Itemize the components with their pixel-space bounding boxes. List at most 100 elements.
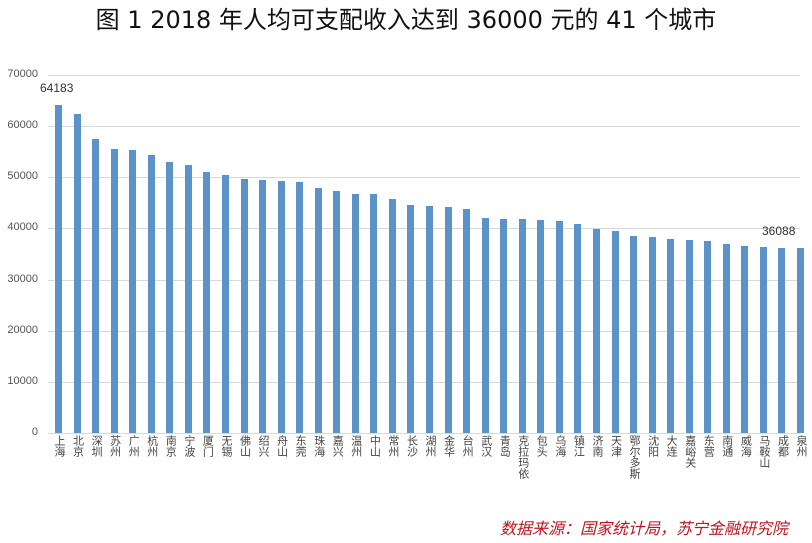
y-axis-tick-label: 30000 <box>7 272 38 285</box>
x-axis-category-label: 东营 <box>702 435 716 457</box>
bar-chart: 0 10000 20000 30000 40000 50000 60000 70000 上海 北京… <box>0 60 812 520</box>
y-axis-tick-label: 20000 <box>7 323 38 336</box>
bar <box>797 248 804 433</box>
y-axis-tick-label: 60000 <box>7 119 38 132</box>
x-axis-category-label: 嘉峪关 <box>683 435 697 468</box>
gridline <box>48 381 800 383</box>
bar <box>704 240 712 433</box>
gridline <box>48 228 800 230</box>
bar <box>296 182 304 433</box>
data-label: 36088 <box>762 224 796 239</box>
x-axis-category-label: 上海 <box>53 435 66 457</box>
bar <box>481 217 489 433</box>
y-axis-tick-label: 10000 <box>7 374 38 387</box>
gridline <box>48 177 800 179</box>
bar <box>685 239 693 433</box>
x-axis-category-label: 武汉 <box>479 435 493 457</box>
bar <box>314 187 322 433</box>
x-axis-category-label: 绍兴 <box>257 435 271 457</box>
x-axis-category-label: 镇江 <box>572 435 586 457</box>
x-axis-category-label: 金华 <box>442 435 456 457</box>
bar <box>426 205 433 433</box>
gridline <box>48 433 800 434</box>
chart-title: 图 1 2018 年人均可支配收入达到 36000 元的 41 个城市 <box>95 6 717 34</box>
bar <box>333 191 341 433</box>
bar <box>592 228 600 433</box>
x-axis-category-label: 南京 <box>164 435 178 457</box>
gridline <box>48 75 800 76</box>
bar <box>184 165 192 433</box>
x-axis-category-label: 大连 <box>665 435 679 457</box>
x-axis-category-label: 长沙 <box>405 435 419 457</box>
bar <box>759 247 767 433</box>
bar <box>129 149 137 433</box>
x-axis-category-label: 沈阳 <box>646 435 660 457</box>
bar <box>537 220 545 433</box>
x-axis-category-label: 温州 <box>349 435 363 457</box>
x-axis-category-label: 天津 <box>609 435 623 457</box>
bar <box>463 208 471 433</box>
bar <box>221 175 229 433</box>
y-axis-tick-label: 40000 <box>7 221 38 234</box>
x-axis-category-label: 嘉兴 <box>331 435 345 457</box>
bar <box>518 219 526 433</box>
bar <box>351 193 359 433</box>
x-axis-category-label: 舟山 <box>275 435 289 457</box>
bar <box>444 206 452 433</box>
bar <box>203 172 211 433</box>
x-axis-category-label: 克拉玛依 <box>516 435 530 479</box>
x-axis-category-label: 珠海 <box>312 435 326 457</box>
gridline <box>48 279 800 281</box>
bar <box>741 245 749 433</box>
data-label: 64183 <box>40 80 74 95</box>
bar <box>500 219 508 433</box>
bar <box>73 114 81 433</box>
bar <box>370 194 378 433</box>
gridline <box>48 330 800 332</box>
y-axis-tick-label: 70000 <box>7 68 38 80</box>
bar <box>388 198 396 433</box>
x-axis-category-label: 乌海 <box>553 435 567 457</box>
bar <box>407 204 415 433</box>
bar <box>555 221 563 433</box>
x-axis-category-label: 无锡 <box>219 435 233 457</box>
x-axis-category-label: 湖州 <box>424 435 437 457</box>
bar <box>277 181 285 433</box>
bar <box>648 236 656 433</box>
bar <box>259 180 267 433</box>
x-axis-category-label: 泉州 <box>795 435 808 457</box>
x-axis-category-label: 厦门 <box>201 435 215 457</box>
bar <box>630 235 638 433</box>
x-axis-category-label: 青岛 <box>498 435 512 457</box>
x-axis-category-label: 常州 <box>386 435 400 457</box>
bar <box>92 138 100 433</box>
x-axis-category-label: 成都 <box>776 435 790 457</box>
x-axis-category-label: 威海 <box>739 435 753 457</box>
y-axis-tick-label: 50000 <box>7 170 38 183</box>
x-axis-category-label: 苏州 <box>108 435 122 457</box>
bar <box>147 155 155 433</box>
x-axis-category-label: 深圳 <box>90 435 104 457</box>
x-axis-category-label: 中山 <box>368 435 382 457</box>
bar <box>55 104 62 433</box>
x-axis-category-label: 马鞍山 <box>757 435 771 468</box>
bar <box>574 223 582 433</box>
x-axis-category-label: 广州 <box>127 435 141 457</box>
bar <box>240 179 248 433</box>
x-axis-category-label: 佛山 <box>238 435 252 457</box>
bar <box>166 162 174 433</box>
x-axis-category-label: 杭州 <box>145 435 159 457</box>
x-axis-category-label: 南通 <box>720 435 734 457</box>
x-axis-category-label: 东莞 <box>294 435 308 457</box>
x-axis-category-label: 台州 <box>461 435 475 457</box>
gridline <box>48 126 800 128</box>
bar <box>722 243 730 433</box>
bar <box>667 239 675 433</box>
bar <box>110 149 118 433</box>
x-axis-category-label: 宁波 <box>182 435 196 457</box>
bar <box>611 230 619 433</box>
y-axis-tick-label: 0 <box>31 426 38 438</box>
bar <box>778 248 786 433</box>
data-source-note: 数据来源：国家统计局，苏宁金融研究院 <box>499 519 788 538</box>
x-axis-category-label: 包头 <box>535 435 549 457</box>
